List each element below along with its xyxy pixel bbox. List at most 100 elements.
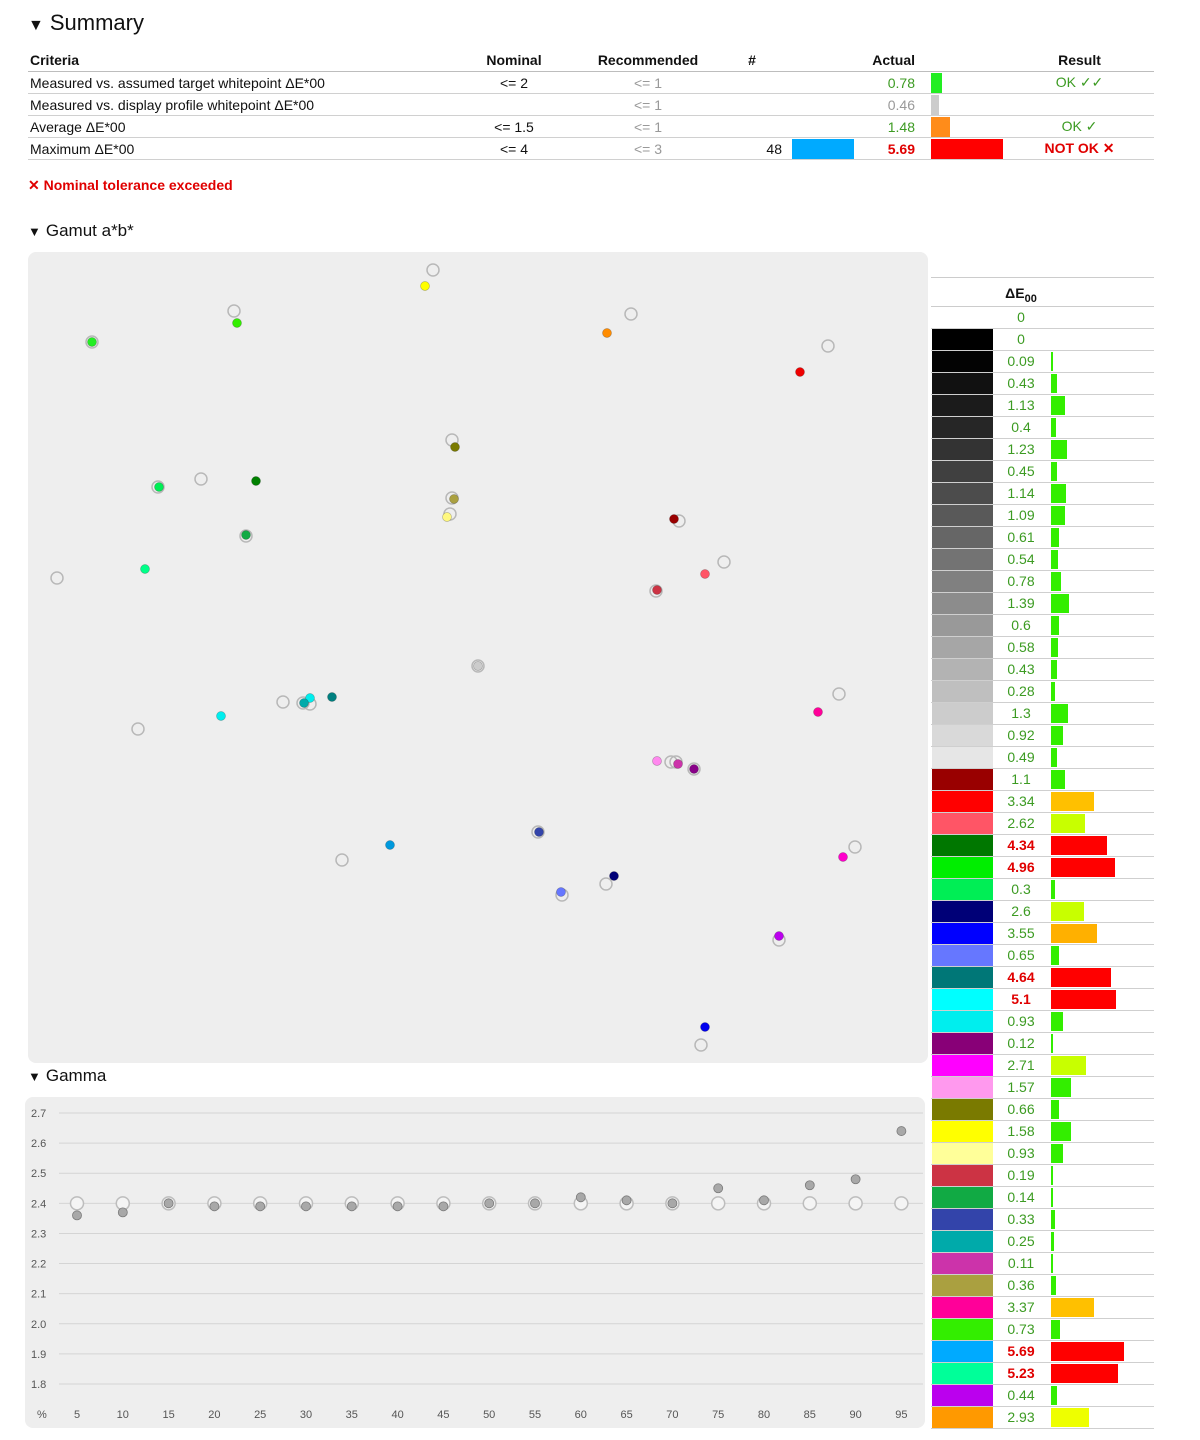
delta-e-value: 2.6 bbox=[1011, 903, 1031, 919]
reference-point bbox=[151, 480, 165, 494]
delta-e-value: 0.65 bbox=[1007, 947, 1035, 963]
x-tick-label: 55 bbox=[529, 1409, 541, 1421]
delta-e-value: 0.44 bbox=[1007, 1387, 1035, 1403]
delta-e-row: 2.71 bbox=[931, 1055, 1154, 1077]
measured-point bbox=[652, 756, 662, 766]
gamma-plot-panel: 2.7 2.6 2.5 2.4 2.3 2.2 2.1 2.0 1.9 1.8% 5 10 15 20 25… bbox=[25, 1097, 925, 1428]
measured-point bbox=[232, 318, 242, 328]
measured-point bbox=[795, 367, 805, 377]
measured-gamma-point bbox=[667, 1198, 678, 1209]
delta-e-bar bbox=[1051, 1386, 1057, 1405]
delta-e-row: 0.66 bbox=[931, 1099, 1154, 1121]
delta-e-bar bbox=[1051, 660, 1057, 679]
collapse-triangle-icon[interactable]: ▼ bbox=[28, 1069, 41, 1084]
delta-e-header-label: ΔE bbox=[1005, 285, 1025, 301]
summary-row: Measured vs. assumed target whitepoint Δ… bbox=[28, 71, 1154, 94]
delta-e-value: 1.39 bbox=[1007, 595, 1035, 611]
delta-e-bar bbox=[1051, 1342, 1124, 1361]
header-recommended: Recommended bbox=[576, 49, 720, 72]
x-tick-label: 95 bbox=[895, 1409, 907, 1421]
tolerance-warning: ✕ Nominal tolerance exceeded bbox=[28, 177, 233, 193]
summary-section-title[interactable]: ▼ Summary bbox=[28, 10, 144, 36]
delta-e-value: 0.49 bbox=[1007, 749, 1035, 765]
delta-e-bar bbox=[1051, 1276, 1056, 1295]
delta-e-value: 3.34 bbox=[1007, 793, 1035, 809]
delta-e-bar bbox=[1051, 770, 1065, 789]
measured-point bbox=[450, 442, 460, 452]
delta-e-bar bbox=[1051, 704, 1068, 723]
actual-cell: 1.48 bbox=[858, 115, 917, 138]
measured-point bbox=[669, 514, 679, 524]
delta-e-row: 1.09 bbox=[931, 505, 1154, 527]
patch-swatch bbox=[932, 483, 993, 504]
patch-swatch bbox=[932, 1231, 993, 1252]
delta-e-value: 0.12 bbox=[1007, 1035, 1035, 1051]
delta-e-bar bbox=[1051, 506, 1065, 525]
patch-swatch bbox=[932, 1033, 993, 1054]
delta-e-value: 0.93 bbox=[1007, 1145, 1035, 1161]
measured-gamma-point bbox=[209, 1201, 220, 1212]
patch-swatch bbox=[932, 791, 993, 812]
delta-e-bar bbox=[1051, 792, 1094, 811]
target-gamma-point bbox=[69, 1196, 85, 1211]
delta-e-bar bbox=[1051, 1408, 1089, 1427]
delta-e-bar bbox=[1051, 572, 1061, 591]
count-cell: 48 bbox=[720, 137, 784, 160]
delta-e-row: 0.28 bbox=[931, 681, 1154, 703]
delta-e-value: 0.4 bbox=[1011, 419, 1031, 435]
x-tick-label: 70 bbox=[666, 1409, 678, 1421]
patch-swatch bbox=[792, 73, 854, 93]
patch-swatch bbox=[932, 659, 993, 680]
reference-point bbox=[687, 762, 701, 776]
delta-e-value: 1.13 bbox=[1007, 397, 1035, 413]
delta-e-value: 0.43 bbox=[1007, 375, 1035, 391]
measured-gamma-point bbox=[759, 1195, 769, 1206]
y-tick-label: 2.6 bbox=[31, 1138, 46, 1150]
delta-e-row: 1.14 bbox=[931, 483, 1154, 505]
gamut-section-title[interactable]: ▼ Gamut a*b* bbox=[28, 221, 134, 241]
x-tick-label: 80 bbox=[758, 1409, 770, 1421]
delta-e-row: 0.4 bbox=[931, 417, 1154, 439]
delta-e-row: 5.69 bbox=[931, 1341, 1154, 1363]
target-gamma-point bbox=[894, 1196, 909, 1211]
delta-e-bar bbox=[1051, 748, 1057, 767]
patch-swatch bbox=[932, 461, 993, 482]
measured-point bbox=[673, 759, 683, 769]
header-criteria: Criteria bbox=[28, 49, 452, 72]
patch-swatch bbox=[932, 505, 993, 526]
measured-gamma-point bbox=[621, 1195, 632, 1206]
nominal-cell: <= 2 bbox=[452, 71, 576, 94]
target-gamma-point bbox=[848, 1196, 863, 1211]
delta-e-row: 0.45 bbox=[931, 461, 1154, 483]
delta-e-value: 2.93 bbox=[1007, 1409, 1035, 1425]
actual-bar bbox=[931, 94, 939, 115]
patch-swatch bbox=[932, 439, 993, 460]
patch-swatch bbox=[932, 1253, 993, 1274]
patch-swatch bbox=[932, 1407, 993, 1428]
measured-gamma-point bbox=[530, 1198, 540, 1209]
collapse-triangle-icon[interactable]: ▼ bbox=[28, 17, 44, 34]
delta-e-row: 0.58 bbox=[931, 637, 1154, 659]
delta-e-bar bbox=[1051, 1056, 1086, 1075]
actual-bar bbox=[931, 116, 950, 137]
delta-e-value: 4.64 bbox=[1007, 969, 1035, 985]
patch-swatch bbox=[932, 879, 993, 900]
gamma-section-title[interactable]: ▼ Gamma bbox=[28, 1066, 106, 1086]
swatch-cell bbox=[784, 115, 858, 138]
nominal-cell: <= 4 bbox=[452, 137, 576, 160]
header-actual: Actual bbox=[858, 49, 917, 72]
header-count: # bbox=[720, 49, 784, 72]
patch-swatch bbox=[932, 1297, 993, 1318]
patch-swatch bbox=[792, 138, 854, 159]
reference-point bbox=[471, 659, 485, 673]
gamma-plot: 2.7 2.6 2.5 2.4 2.3 2.2 2.1 2.0 1.9 1.8% 5 10 15 20 25… bbox=[31, 1108, 923, 1421]
actual-bar bbox=[931, 138, 1003, 159]
target-gamma-point bbox=[802, 1196, 818, 1211]
reference-point bbox=[426, 263, 440, 277]
measured-point bbox=[140, 564, 150, 574]
swatch-cell bbox=[784, 137, 858, 160]
patch-swatch bbox=[932, 1099, 993, 1120]
collapse-triangle-icon[interactable]: ▼ bbox=[28, 224, 41, 239]
delta-e-bar bbox=[1051, 924, 1097, 943]
patch-swatch bbox=[932, 395, 993, 416]
